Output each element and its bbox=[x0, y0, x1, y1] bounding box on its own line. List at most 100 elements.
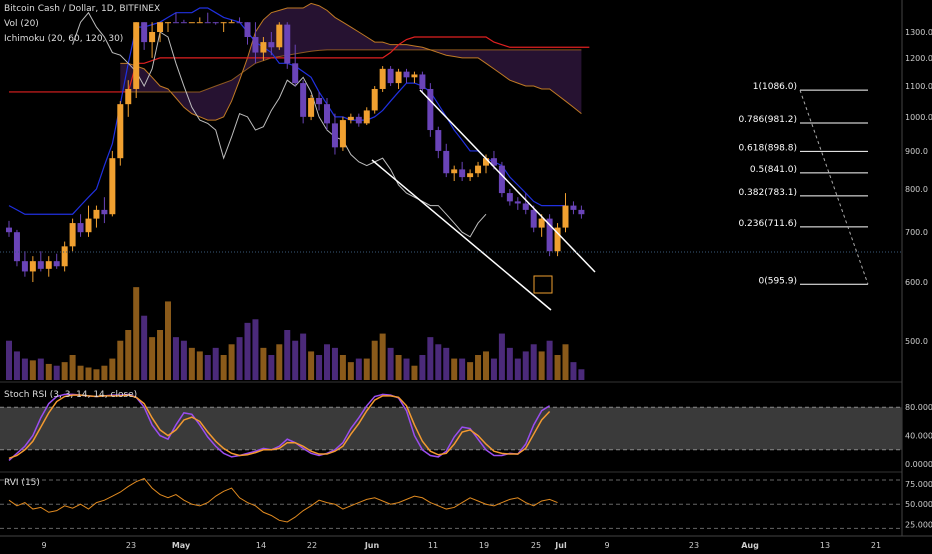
volume-bar bbox=[6, 340, 12, 380]
candle bbox=[45, 256, 52, 277]
price-tick-label: 1200.0 bbox=[905, 54, 932, 63]
volume-bar bbox=[21, 358, 28, 380]
time-tick-label: 9 bbox=[41, 541, 46, 550]
volume-bar bbox=[141, 315, 148, 380]
candle-body bbox=[451, 169, 458, 174]
volume-bar bbox=[347, 362, 354, 380]
candle bbox=[387, 66, 394, 87]
channel-upper-line bbox=[419, 89, 596, 273]
candle bbox=[61, 241, 68, 272]
ichimoku-baseline bbox=[9, 36, 590, 93]
volume-bar bbox=[451, 358, 458, 380]
candle-body bbox=[308, 98, 315, 117]
candle-body bbox=[347, 116, 354, 121]
candle bbox=[578, 205, 585, 219]
volume-bar bbox=[45, 363, 52, 380]
time-tick-label: 13 bbox=[820, 541, 830, 550]
ichimoku-cloud bbox=[120, 3, 582, 121]
stoch-tick-label: 40.0000 bbox=[905, 432, 932, 441]
stoch-rsi-label: Stoch RSI (3, 3, 14, 14, close) bbox=[4, 390, 138, 400]
volume-bar bbox=[363, 358, 370, 380]
candle bbox=[371, 86, 378, 114]
candle-body bbox=[459, 169, 466, 178]
candle-body bbox=[125, 88, 132, 105]
volume-bar bbox=[196, 351, 203, 380]
candle-body bbox=[387, 68, 394, 84]
candle bbox=[125, 80, 132, 117]
candle-body bbox=[252, 37, 259, 53]
price-tick-label: 600.0 bbox=[905, 278, 928, 287]
volume-bar bbox=[411, 365, 418, 380]
candle bbox=[117, 101, 124, 166]
candle-body bbox=[554, 227, 561, 252]
candle-body bbox=[236, 22, 243, 24]
candle-body bbox=[292, 63, 299, 84]
candle-body bbox=[133, 22, 140, 89]
candle-body bbox=[395, 71, 402, 84]
fib-level-label: 0.5(841.0) bbox=[750, 165, 797, 175]
candle-body bbox=[157, 22, 164, 32]
candle-body bbox=[228, 22, 235, 24]
volume-bar bbox=[284, 330, 291, 380]
stoch-d-line bbox=[8, 394, 551, 460]
volume-bar bbox=[37, 358, 44, 380]
candle bbox=[324, 98, 330, 131]
candle bbox=[554, 223, 561, 257]
candle bbox=[13, 229, 20, 267]
candle bbox=[498, 161, 505, 198]
candle bbox=[355, 113, 362, 127]
candle bbox=[188, 22, 195, 24]
volume-bar bbox=[514, 358, 521, 380]
candle bbox=[403, 68, 410, 84]
candles bbox=[6, 12, 585, 283]
candle-body bbox=[339, 120, 346, 148]
fib-level-label: 0.236(711.6) bbox=[738, 219, 797, 229]
volume-bar bbox=[443, 347, 450, 380]
time-tick-label: 9 bbox=[604, 541, 609, 550]
volume-bar bbox=[308, 351, 315, 380]
symbol-title: Bitcoin Cash / Dollar, 1D, BITFINEX bbox=[4, 4, 161, 14]
price-tick-label: 1000.0 bbox=[905, 113, 932, 122]
volume-bar bbox=[538, 351, 545, 380]
candle-body bbox=[93, 209, 100, 219]
rvi-line bbox=[8, 477, 558, 523]
volume-bar bbox=[435, 344, 442, 380]
candle bbox=[363, 107, 370, 126]
candle bbox=[77, 214, 84, 237]
volume-bar bbox=[546, 340, 553, 380]
candle-body bbox=[53, 261, 60, 267]
candle-body bbox=[570, 205, 577, 210]
volume-bar bbox=[395, 355, 402, 380]
candle-body bbox=[427, 88, 434, 131]
candle-body bbox=[141, 22, 148, 43]
candle-body bbox=[196, 22, 203, 24]
leading-span-b bbox=[120, 49, 582, 93]
candle bbox=[562, 193, 569, 233]
candle bbox=[172, 12, 179, 24]
candle-body bbox=[331, 123, 338, 148]
candle-body bbox=[490, 158, 497, 166]
volume-bar bbox=[578, 369, 585, 380]
volume-indicator-label: Vol (20) bbox=[4, 19, 39, 29]
candle-body bbox=[220, 22, 227, 24]
candle-body bbox=[61, 246, 68, 267]
volume-bar bbox=[109, 358, 116, 380]
rvi-tick-label: 25.0000 bbox=[905, 520, 932, 529]
candle-body bbox=[514, 201, 521, 204]
time-tick-label: 19 bbox=[479, 541, 489, 550]
fib-level-label: 0.382(783.1) bbox=[738, 188, 797, 198]
volume-bar bbox=[252, 319, 259, 380]
candle bbox=[236, 17, 243, 24]
candle bbox=[244, 22, 251, 45]
candle bbox=[157, 22, 164, 43]
candle bbox=[411, 71, 418, 84]
volume-bar bbox=[459, 358, 466, 380]
time-tick-label: 23 bbox=[689, 541, 699, 550]
candle bbox=[514, 197, 521, 210]
candle bbox=[141, 22, 148, 50]
candle-body bbox=[363, 110, 370, 124]
rvi-tick-label: 50.0000 bbox=[905, 500, 932, 509]
stoch-tick-label: 80.0000 bbox=[905, 403, 932, 412]
candle bbox=[284, 22, 291, 69]
